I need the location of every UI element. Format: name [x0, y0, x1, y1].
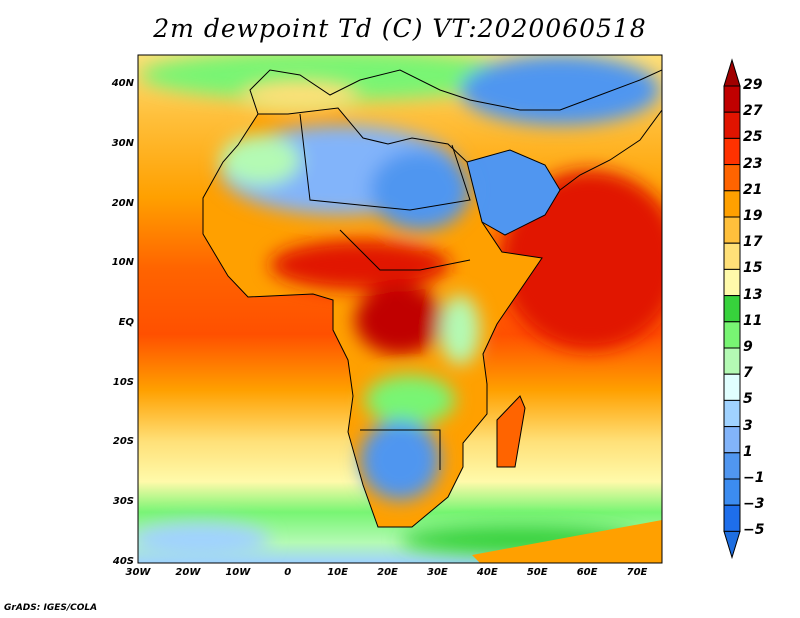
lon-tick-label: 20W [175, 567, 201, 578]
colorbar-label: 11 [743, 312, 763, 329]
colorbar-label: 13 [743, 286, 763, 303]
lat-tick-label: 30S [112, 496, 134, 507]
colorbar-swatch [723, 373, 741, 401]
colorbar-swatch [723, 426, 741, 454]
colorbar-label: 3 [743, 417, 753, 434]
plot-frame [137, 54, 663, 564]
colorbar-label: 25 [743, 129, 763, 146]
lon-tick-label: 0 [284, 567, 292, 578]
colorbar-swatch [723, 295, 741, 323]
colorbar [723, 58, 741, 560]
colorbar-swatch [723, 504, 741, 532]
colorbar-label: 17 [743, 234, 763, 251]
lon-tick-label: 40E [476, 567, 498, 578]
lon-tick-label: 60E [576, 567, 598, 578]
colorbar-label: 23 [743, 155, 763, 172]
colorbar-label: −5 [743, 522, 765, 539]
colorbar-swatch [723, 478, 741, 506]
colorbar-swatch [723, 85, 741, 113]
lat-tick-label: 30N [111, 138, 134, 149]
colorbar-label: 27 [743, 103, 763, 120]
colorbar-label: 5 [743, 391, 753, 408]
colorbar-label: 15 [743, 260, 763, 277]
lat-tick-label: 20N [111, 198, 134, 209]
lon-tick-label: 50E [526, 567, 548, 578]
colorbar-label: −1 [743, 470, 765, 486]
colorbar-label: 1 [743, 443, 753, 460]
lon-tick-label: 30E [427, 567, 448, 578]
lat-tick-label: 10S [112, 377, 134, 388]
lat-tick-label: 20S [112, 436, 134, 447]
colorbar-label: −3 [743, 496, 765, 513]
colorbar-swatch [723, 321, 741, 349]
colorbar-label: 29 [743, 77, 763, 93]
coastlines [202, 69, 662, 528]
colorbar-bottom-arrow [723, 530, 741, 560]
colorbar-label: 21 [743, 181, 763, 198]
lat-tick-label: 40S [112, 556, 134, 567]
colorbar-swatch [723, 452, 741, 480]
colorbar-swatch [723, 190, 741, 218]
lon-tick-label: 70E [626, 567, 648, 578]
colorbar-swatch [723, 164, 741, 192]
colorbar-swatch [723, 111, 741, 139]
lon-tick-label: 30W [125, 567, 151, 578]
colorbar-label: 7 [743, 365, 753, 382]
land-field-blobs [220, 80, 480, 500]
colorbar-swatch [723, 268, 741, 297]
lat-tick-label: 10N [111, 257, 134, 268]
lat-tick-label: EQ [118, 317, 134, 328]
grads-credit: GrADS: IGES/COLA [4, 603, 98, 613]
plot-title: 2m dewpoint Td (C) VT:2020060518 [153, 14, 647, 43]
colorbar-swatch [723, 216, 741, 244]
colorbar-swatch [723, 399, 741, 428]
colorbar-swatch [723, 242, 741, 270]
field-layer [138, 55, 662, 563]
lat-tick-label: 40N [111, 78, 134, 89]
lon-tick-label: 10W [225, 567, 251, 578]
lon-tick-label: 10E [327, 567, 348, 578]
colorbar-swatch [723, 137, 741, 166]
colorbar-label: 19 [743, 208, 763, 224]
colorbar-label: 9 [743, 339, 753, 355]
colorbar-swatch [723, 347, 741, 375]
colorbar-top-arrow [723, 58, 741, 87]
lon-tick-label: 20E [377, 567, 398, 578]
